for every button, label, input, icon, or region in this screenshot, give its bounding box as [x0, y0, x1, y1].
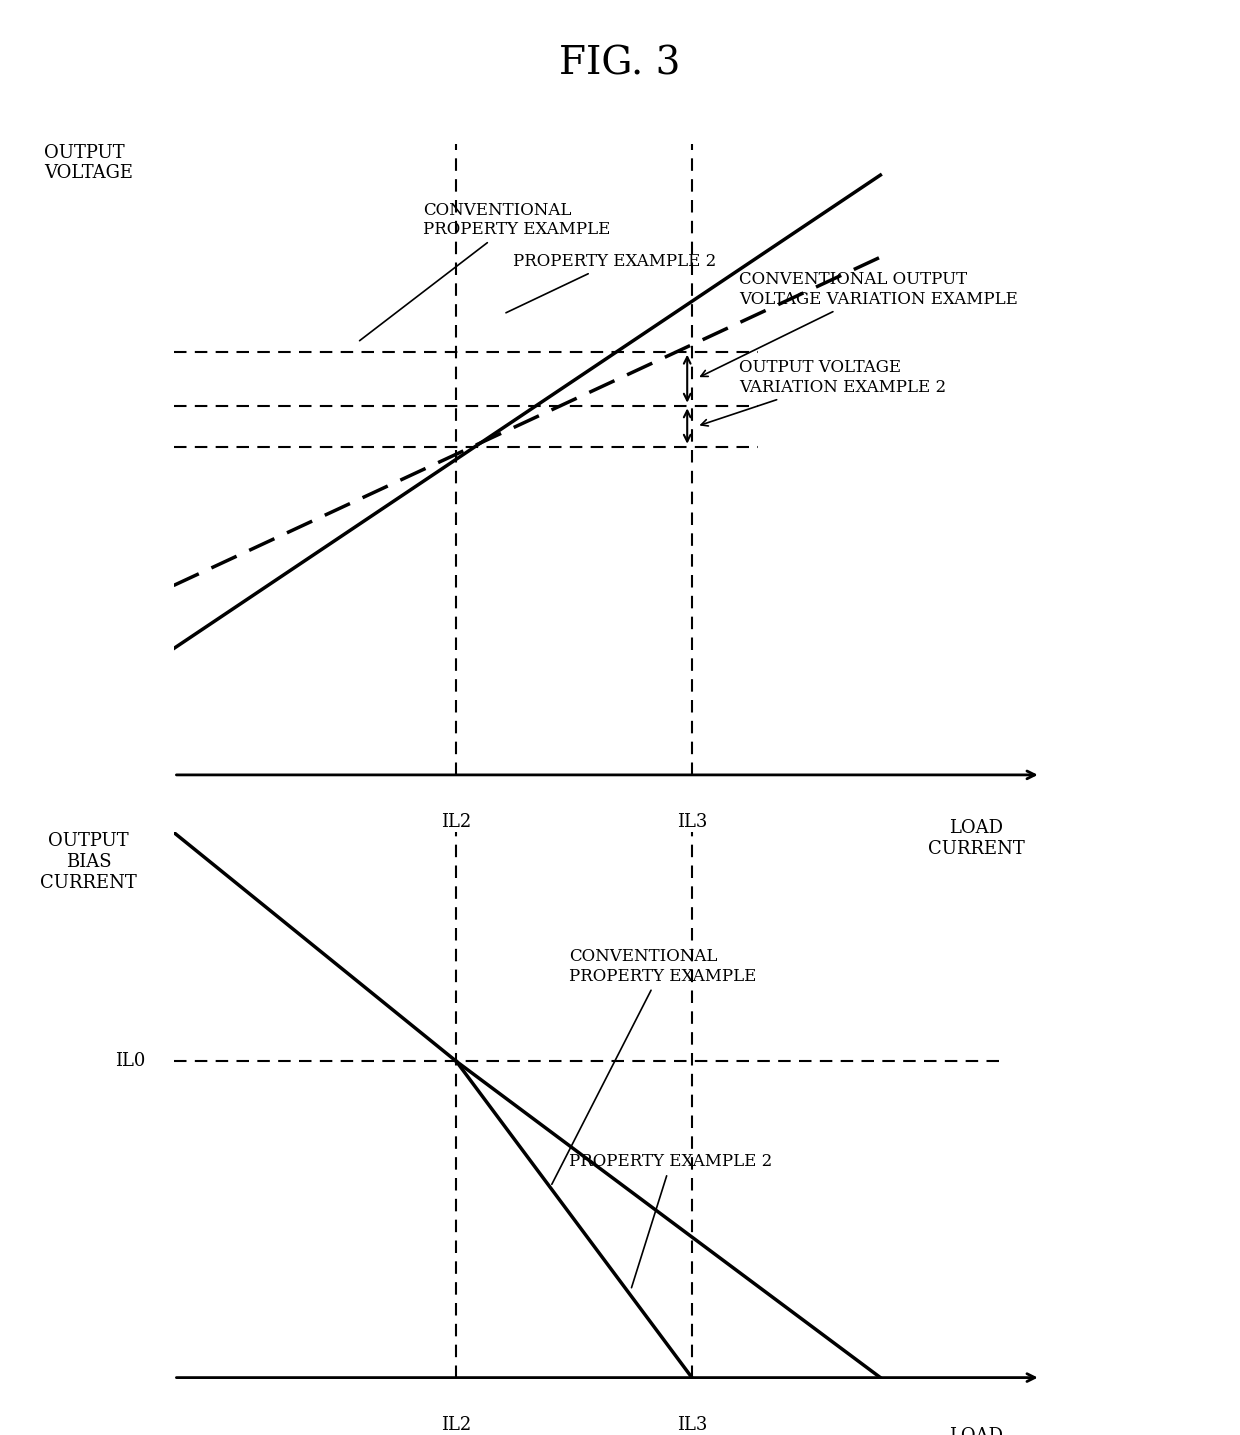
Text: IL3: IL3 [677, 1416, 707, 1434]
Text: CONVENTIONAL
PROPERTY EXAMPLE: CONVENTIONAL PROPERTY EXAMPLE [552, 949, 756, 1184]
Text: PROPERTY EXAMPLE 2: PROPERTY EXAMPLE 2 [569, 1154, 773, 1287]
Text: IL3: IL3 [677, 812, 707, 831]
Text: IL2: IL2 [441, 1416, 471, 1434]
Text: FIG. 3: FIG. 3 [559, 46, 681, 83]
Text: PROPERTY EXAMPLE 2: PROPERTY EXAMPLE 2 [506, 253, 717, 313]
Text: LOAD
CURRENT: LOAD CURRENT [928, 819, 1024, 858]
Text: IL0: IL0 [115, 1052, 145, 1071]
Text: CONVENTIONAL OUTPUT
VOLTAGE VARIATION EXAMPLE: CONVENTIONAL OUTPUT VOLTAGE VARIATION EX… [701, 271, 1018, 376]
Text: OUTPUT
VOLTAGE: OUTPUT VOLTAGE [45, 144, 133, 182]
Text: CONVENTIONAL
PROPERTY EXAMPLE: CONVENTIONAL PROPERTY EXAMPLE [360, 201, 611, 340]
Text: LOAD
CURRENT: LOAD CURRENT [928, 1426, 1024, 1435]
Text: OUTPUT
BIAS
CURRENT: OUTPUT BIAS CURRENT [41, 832, 138, 893]
Text: OUTPUT VOLTAGE
VARIATION EXAMPLE 2: OUTPUT VOLTAGE VARIATION EXAMPLE 2 [701, 359, 946, 426]
Text: IL2: IL2 [441, 812, 471, 831]
